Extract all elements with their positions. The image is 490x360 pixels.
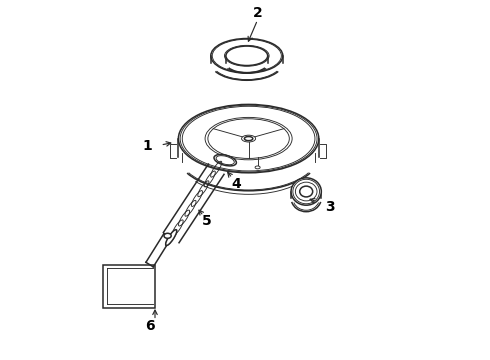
Ellipse shape	[166, 230, 177, 246]
Ellipse shape	[164, 233, 171, 238]
Ellipse shape	[214, 154, 236, 166]
Ellipse shape	[178, 104, 319, 173]
Ellipse shape	[211, 39, 283, 73]
Ellipse shape	[255, 166, 260, 169]
Ellipse shape	[245, 136, 253, 141]
Ellipse shape	[226, 46, 268, 66]
Text: 4: 4	[231, 177, 241, 190]
Ellipse shape	[205, 117, 292, 160]
Text: 2: 2	[253, 6, 263, 19]
Ellipse shape	[291, 178, 321, 205]
Text: 6: 6	[145, 319, 154, 333]
Text: 5: 5	[202, 215, 212, 228]
Ellipse shape	[300, 186, 313, 197]
Text: 3: 3	[325, 200, 334, 214]
Ellipse shape	[242, 135, 256, 142]
Bar	[103, 265, 155, 308]
Text: 1: 1	[143, 139, 153, 153]
